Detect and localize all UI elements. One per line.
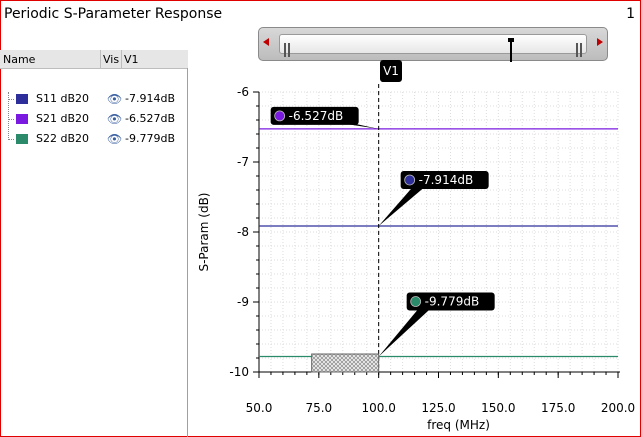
color-swatch xyxy=(16,134,28,144)
callout-value: -6.527dB xyxy=(289,109,344,123)
scroll-grip-left-icon[interactable] xyxy=(284,43,286,57)
scroll-track[interactable] xyxy=(279,34,587,62)
x-tick-label: 125.0 xyxy=(421,401,455,415)
tree-connector xyxy=(8,92,10,140)
callout-pointer xyxy=(378,186,425,226)
column-separator xyxy=(121,50,122,68)
legend-row-s21[interactable]: S21 dB20 👁 -6.527dB xyxy=(8,111,188,127)
eye-icon[interactable]: 👁 xyxy=(107,112,123,126)
marker-value: -6.527dB xyxy=(125,112,175,125)
page-number: 1 xyxy=(626,6,635,22)
legend-col-vis[interactable]: Vis xyxy=(103,53,120,66)
chart-axes: -6 -7 -8 -9 -10 50.0 75.0 100.0 125.0 150.0 175.0 2… xyxy=(197,85,635,432)
callout-dot-icon xyxy=(404,174,416,186)
trace-name: S22 dB20 xyxy=(36,132,90,145)
callout-box xyxy=(406,292,495,311)
callout-box xyxy=(400,170,489,189)
callout-dot-icon xyxy=(274,110,286,122)
tree-branch xyxy=(8,139,14,140)
x-tick-label: 150.0 xyxy=(481,401,515,415)
callout-value: -7.914dB xyxy=(419,173,474,187)
tree-branch xyxy=(8,99,14,100)
x-axis-label: freq (MHz) xyxy=(427,418,490,432)
legend-row-s22[interactable]: S22 dB20 👁 -9.779dB xyxy=(8,131,188,147)
x-range-scrollbar[interactable] xyxy=(258,27,608,62)
marker-x-readout-box xyxy=(311,353,380,373)
callout-value: -9.779dB xyxy=(425,295,480,309)
column-separator xyxy=(100,50,101,68)
y-tick-label: -8 xyxy=(237,225,249,239)
chart-grid xyxy=(258,91,619,373)
scroll-marker-indicator xyxy=(508,38,514,62)
y-tick-label: -9 xyxy=(237,295,249,309)
scroll-right-arrow-icon[interactable] xyxy=(597,38,603,46)
x-tick-label: 100.0 xyxy=(361,401,395,415)
callout-pointer xyxy=(378,308,431,357)
eye-icon[interactable]: 👁 xyxy=(107,132,123,146)
y-tick-label: -10 xyxy=(229,365,249,379)
y-tick-label: -6 xyxy=(237,85,249,99)
marker-value: -7.914dB xyxy=(125,92,175,105)
y-axis-label: S-Param (dB) xyxy=(197,192,211,271)
callout-dot-icon xyxy=(410,296,422,307)
x-tick-label: 50.0 xyxy=(246,401,273,415)
callout-box xyxy=(270,106,359,125)
x-tick-label: 200.0 xyxy=(601,401,635,415)
legend-col-name[interactable]: Name xyxy=(3,53,36,66)
color-swatch xyxy=(16,94,28,104)
marker-v1-label[interactable]: V1 xyxy=(380,60,402,82)
window-title: Periodic S-Parameter Response xyxy=(4,6,223,22)
legend-header: Name Vis V1 xyxy=(0,50,188,69)
marker-value: -9.779dB xyxy=(125,132,175,145)
scroll-grip-left-icon[interactable] xyxy=(288,43,290,57)
legend-col-marker[interactable]: V1 xyxy=(124,53,139,66)
scroll-left-arrow-icon[interactable] xyxy=(263,38,269,46)
trace-name: S21 dB20 xyxy=(36,112,90,125)
scroll-grip-right-icon[interactable] xyxy=(580,43,582,57)
legend-row-s11[interactable]: S11 dB20 👁 -7.914dB xyxy=(8,91,188,107)
y-tick-label: -7 xyxy=(237,155,249,169)
scroll-grip-right-icon[interactable] xyxy=(576,43,578,57)
eye-icon[interactable]: 👁 xyxy=(107,92,123,106)
x-tick-label: 75.0 xyxy=(305,401,332,415)
tree-branch xyxy=(8,119,14,120)
color-swatch xyxy=(16,114,28,124)
trace-name: S11 dB20 xyxy=(36,92,90,105)
x-tick-label: 175.0 xyxy=(541,401,575,415)
panel-divider[interactable] xyxy=(187,68,188,437)
chart-markers: -7.914dB -6.527dB -9.779dB xyxy=(270,84,495,373)
